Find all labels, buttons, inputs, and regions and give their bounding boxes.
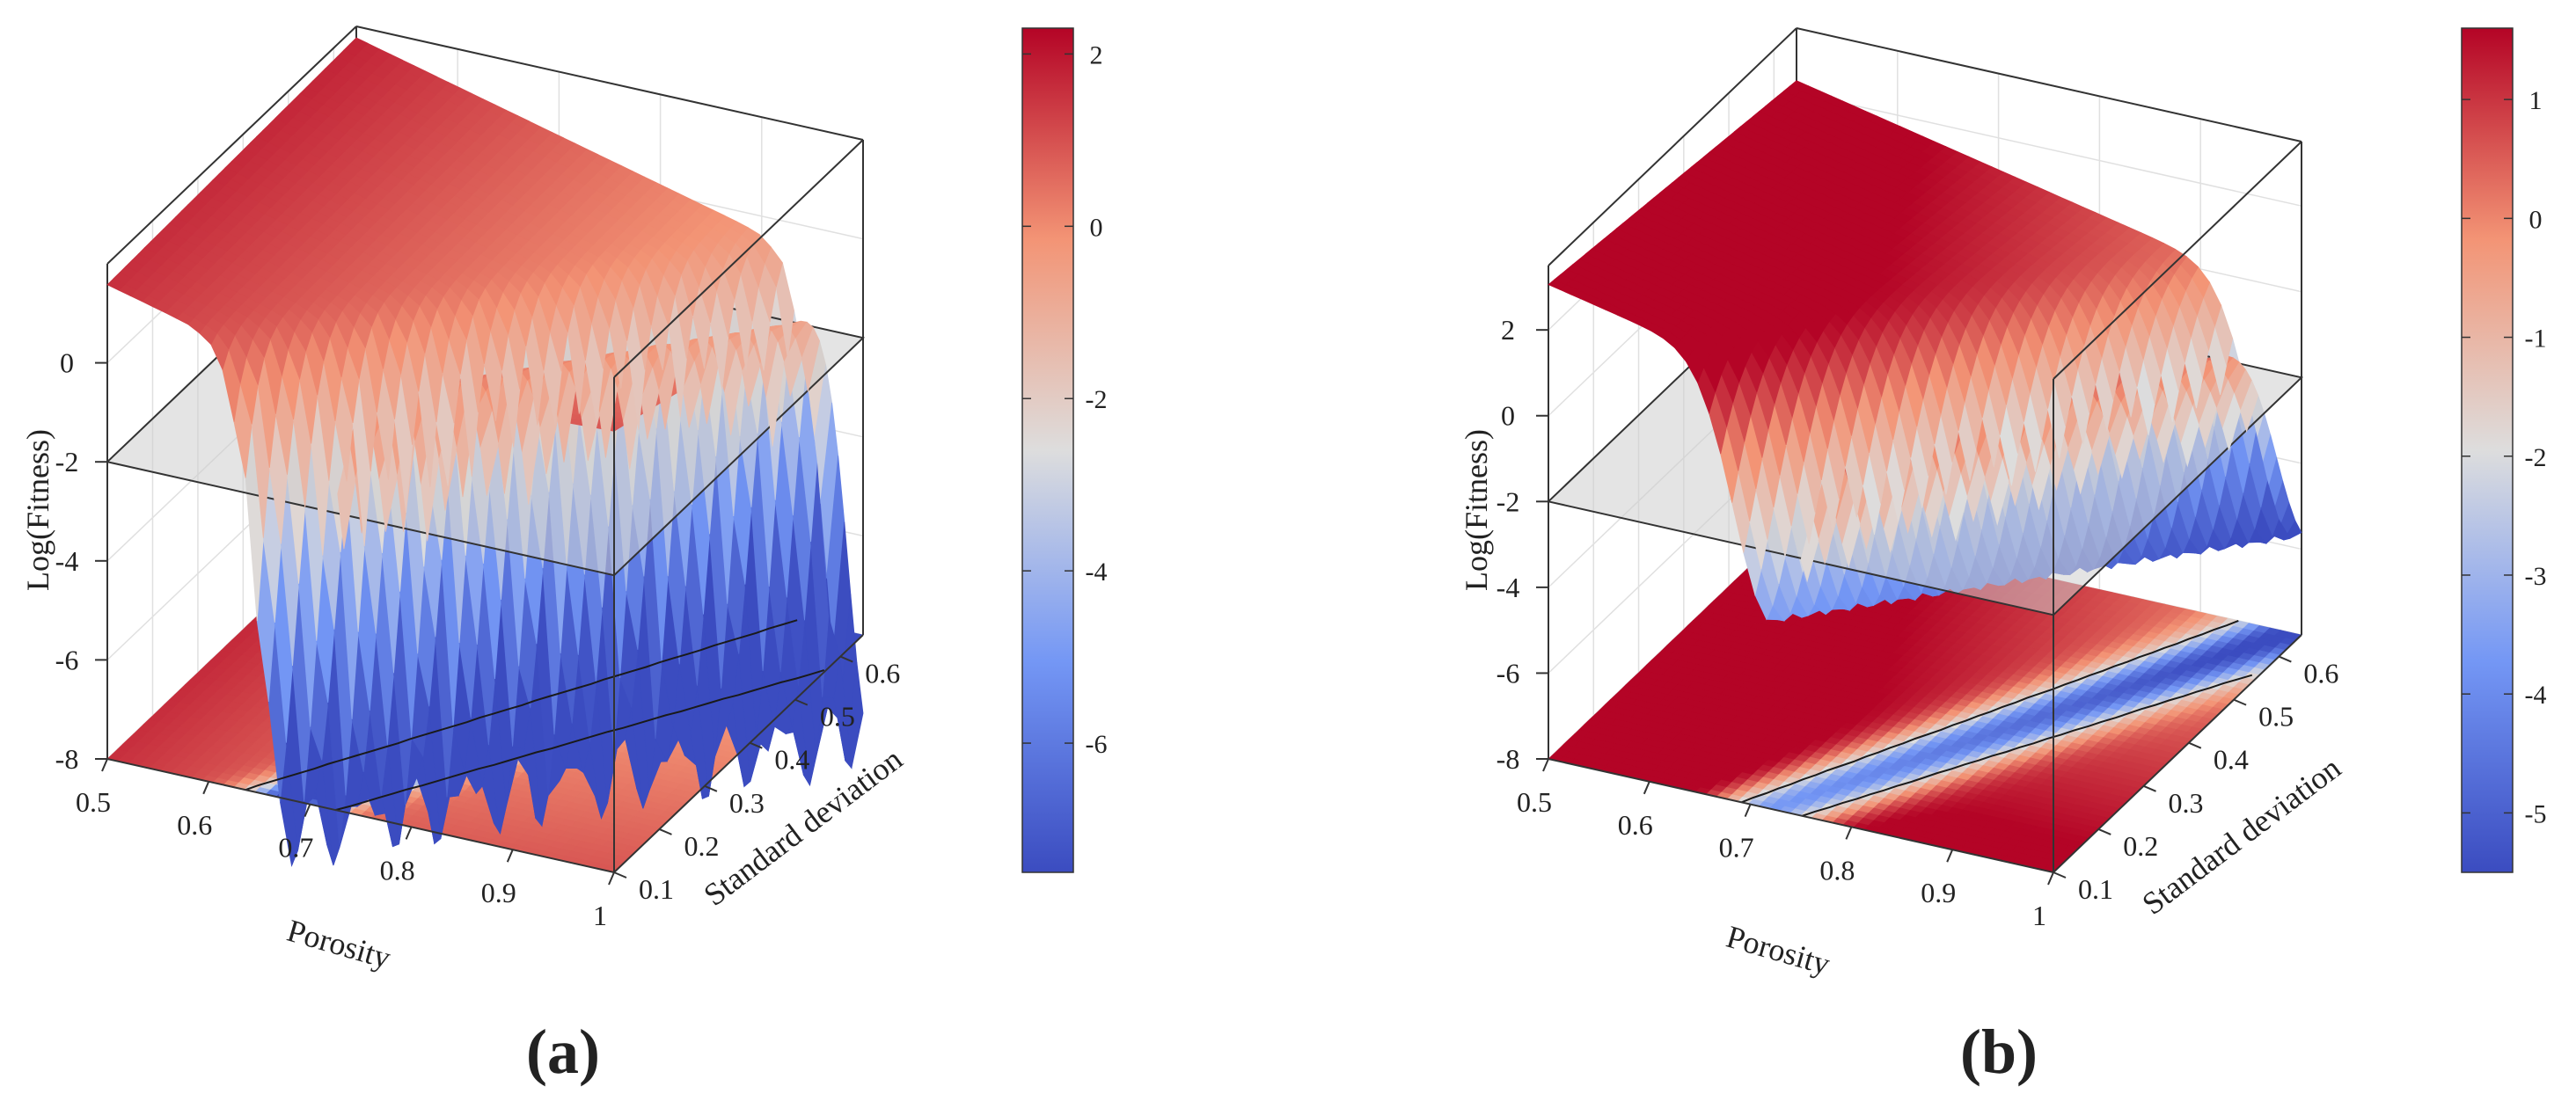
y-tick-label: 0.1 — [639, 873, 674, 905]
x-tick-label: 1 — [593, 900, 607, 931]
y-tick-label: 0.6 — [865, 658, 900, 689]
panel-a-plot-area: 0.5 0.6 0.7 0.8 0.9 1 0.1 0.2 0.3 0.4 0.5 0.6 -8 -6 -4… — [55, 26, 900, 931]
colorbar-tick-label: 2 — [1090, 40, 1103, 69]
x-tick-label: 0.6 — [177, 809, 212, 841]
colorbar-tick-label: -6 — [1086, 730, 1108, 759]
z-tick-label: -2 — [55, 446, 79, 478]
x-tick-label: 0.9 — [481, 877, 516, 908]
x-tick-mark — [202, 781, 210, 795]
colorbar-tick-label: -4 — [1086, 558, 1108, 587]
y-tick-label: 0.4 — [774, 744, 809, 776]
z-tick-label: -4 — [55, 545, 79, 577]
y-tick-label: 0.3 — [729, 787, 765, 819]
x-tick-mark — [608, 871, 615, 886]
panel-b-chart: 0.50.60.70.80.910.10.20.30.40.50.6-8-6-4… — [1459, 27, 2547, 1087]
z-tick-label: -8 — [55, 743, 79, 775]
colorbar-gradient — [1021, 27, 1074, 873]
panel-a-colorbar: -6 -4 -2 0 2 — [1021, 27, 1108, 873]
z-tick-label: -6 — [55, 644, 79, 675]
x-tick-label: 0.5 — [76, 786, 111, 818]
panel-a-zlabel: Log(Fitness) — [20, 429, 55, 591]
x-tick-mark — [101, 758, 108, 772]
panel-a-chart: 0.5 0.6 0.7 0.8 0.9 1 0.1 0.2 0.3 0.4 0.5 0.6 -8 -6 -4… — [20, 26, 1108, 1087]
y-tick-label: 0.5 — [820, 701, 855, 733]
y-tick-label: 0.2 — [684, 830, 719, 862]
y-tick-mark — [659, 828, 672, 835]
panel-a-label: (a) — [526, 1017, 600, 1087]
panel-b-plot-area: 0.50.60.70.80.910.10.20.30.40.50.6-8-6-4… — [1497, 27, 2338, 931]
axis-frame-line — [106, 26, 357, 265]
y-tick-mark — [613, 871, 627, 879]
colorbar-tick-label: 0 — [1090, 213, 1103, 242]
z-tick-label: 0 — [60, 347, 74, 379]
axis-frame-line — [355, 26, 864, 141]
x-tick-mark — [405, 827, 413, 840]
x-tick-mark — [506, 849, 514, 863]
x-tick-label: 0.8 — [380, 854, 415, 886]
panel-a-xlabel: Porosity — [283, 913, 394, 976]
colorbar-tick-label: -2 — [1086, 385, 1108, 414]
x-tick-label: 0.7 — [278, 832, 313, 864]
